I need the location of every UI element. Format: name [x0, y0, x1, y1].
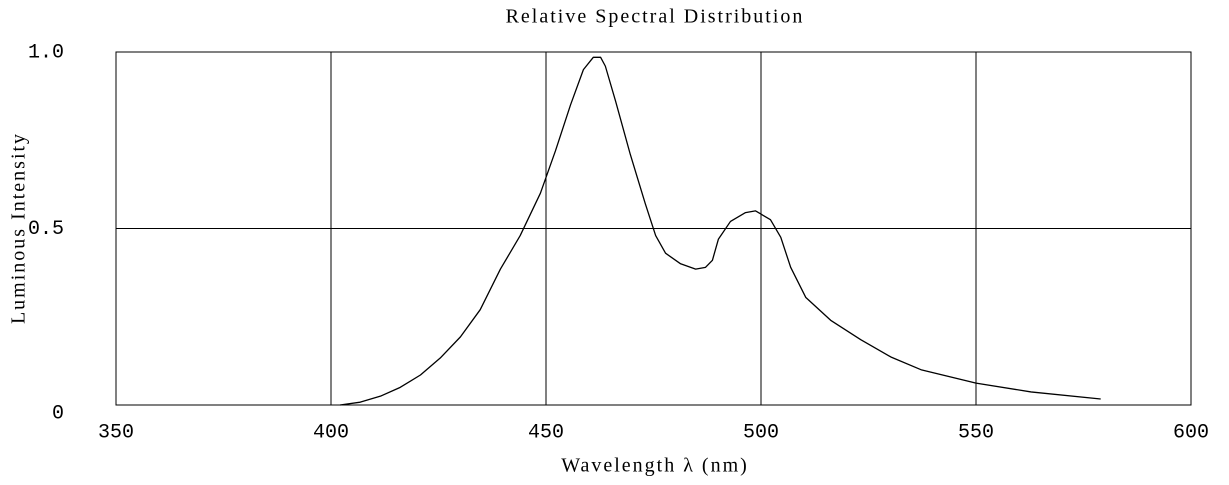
x-tick-label: 550: [958, 421, 994, 444]
x-tick-label: 350: [98, 421, 134, 444]
x-tick-label: 400: [313, 421, 349, 444]
x-tick-label: 450: [528, 421, 564, 444]
y-tick-label: 1.0: [28, 41, 64, 64]
y-tick-label: 0.5: [28, 218, 64, 241]
x-tick-label: 500: [743, 421, 779, 444]
data-line: [339, 56, 1101, 406]
chart-title: Relative Spectral Distribution: [506, 6, 805, 28]
x-axis-label: Wavelength λ (nm): [561, 455, 749, 477]
y-tick-label: 0: [52, 402, 64, 425]
y-axis-label: Luminous Intensity: [8, 132, 30, 324]
x-tick-label: 600: [1173, 421, 1209, 444]
